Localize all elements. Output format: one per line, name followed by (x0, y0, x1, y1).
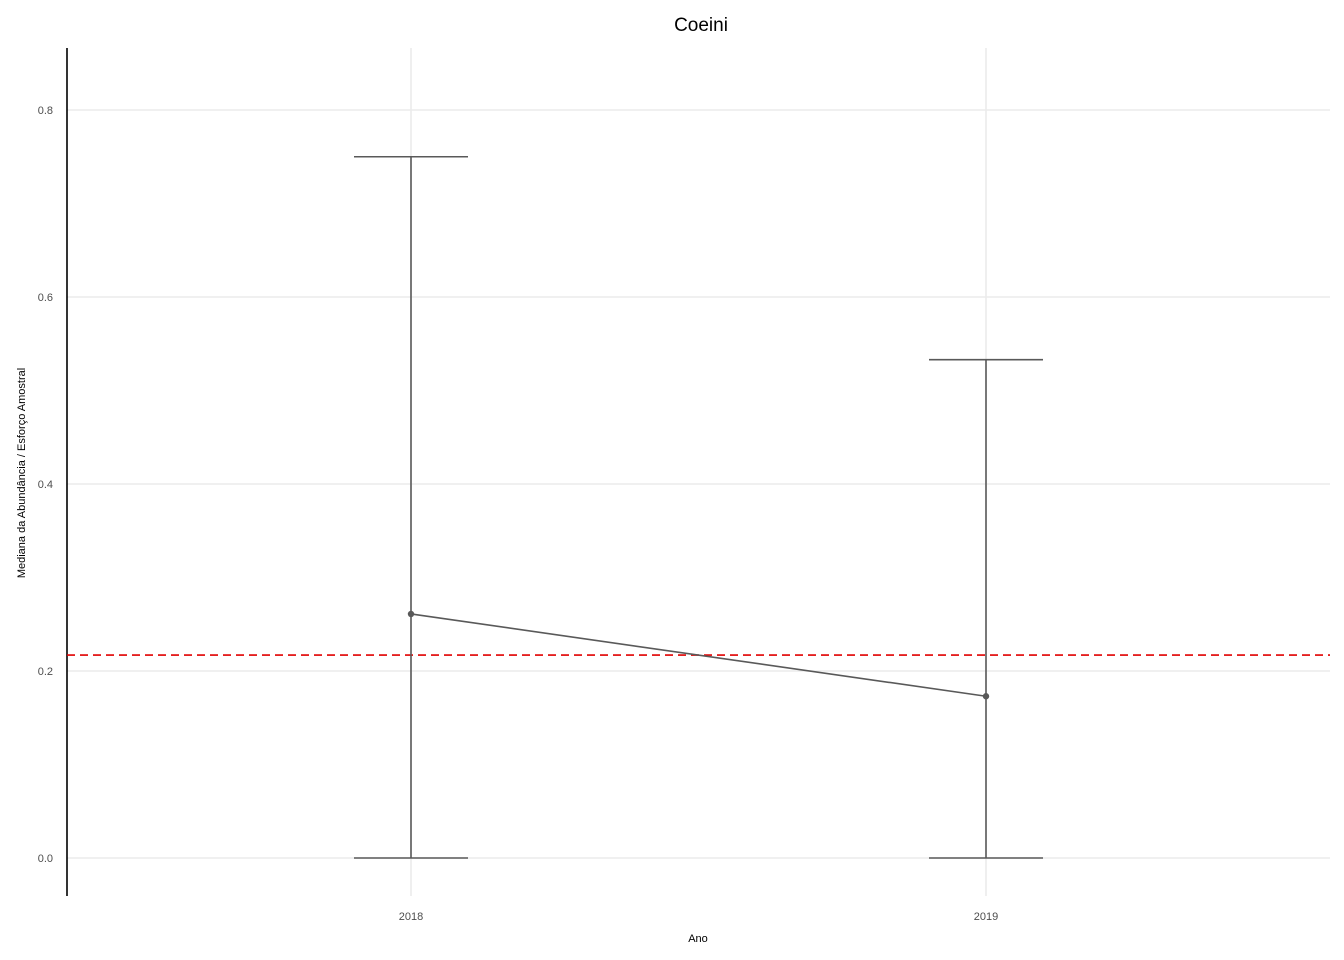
x-tick-label: 2018 (399, 911, 423, 923)
y-tick-label: 0.4 (38, 479, 53, 491)
chart-title: Coeini (674, 15, 728, 36)
data-point (982, 693, 990, 700)
data-point (407, 610, 415, 618)
y-tick-label: 0.8 (38, 105, 53, 117)
x-tick-labels: 2018 2019 (399, 911, 998, 923)
error-bars (354, 155, 1043, 859)
x-axis-label: Ano (688, 933, 708, 945)
y-tick-label: 0.0 (38, 853, 53, 865)
y-tick-labels: 0.0 0.2 0.4 0.6 0.8 (38, 105, 53, 865)
x-tick-label: 2019 (974, 911, 998, 923)
y-axis-label: Mediana da Abundância / Esforço Amostral (16, 368, 28, 578)
series-line (410, 613, 987, 698)
grid (67, 48, 1330, 896)
y-tick-label: 0.6 (38, 292, 53, 304)
y-tick-label: 0.2 (38, 666, 53, 678)
series (407, 610, 990, 700)
